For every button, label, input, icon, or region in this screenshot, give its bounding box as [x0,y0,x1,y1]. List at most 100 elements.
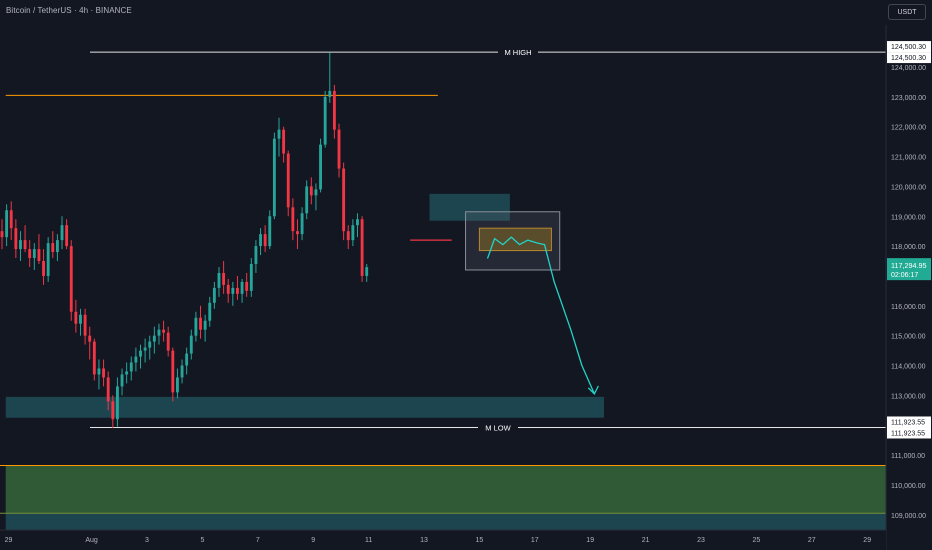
candle-body [282,129,286,154]
candle-body [342,168,346,232]
candle-body [305,186,309,214]
candle-body [236,287,239,294]
y-tick-label: 120,000.00 [891,184,926,191]
candle-body [222,272,226,285]
m-high-price-tag [887,41,931,53]
y-tick-label: 110,000.00 [891,483,926,490]
candle-body [65,225,69,247]
y-tick-label: 123,000.00 [891,95,926,102]
current-price-tag [887,258,931,281]
y-tick-label: 124,000.00 [891,65,926,72]
m-high-price-label: 124,500.30 [891,44,926,51]
candle-body [106,377,110,402]
candle-body [332,90,336,130]
candle-body [185,353,189,366]
m-high-label: M HIGH [504,48,531,57]
candle-body [69,246,73,312]
candle-body [277,129,281,139]
candle-body [152,335,156,342]
x-tick-label: 29 [5,537,13,544]
x-tick-label: 13 [420,537,428,544]
candle-body [268,216,272,247]
y-tick-label: 122,000.00 [891,125,926,132]
candle-body [14,228,18,250]
candle-body [203,320,207,330]
x-tick-label: 11 [365,537,372,544]
candle-body [259,234,262,247]
candle-body [323,96,327,145]
x-tick-label: 21 [642,537,650,544]
candle-body [263,234,267,247]
candle-body [120,374,124,387]
candle-body [254,246,258,265]
candle-body [97,368,101,375]
projection-arrowhead [587,385,599,395]
candle-body [9,210,13,229]
symbol-title: Bitcoin / TetherUS · 4h · BINANCE [6,6,132,15]
candle-body [286,153,290,208]
candle-body [249,264,253,291]
candle-body [176,377,179,393]
candle-body [166,332,170,351]
candle-body [346,231,350,241]
candle-body [365,267,369,276]
candle-body [139,350,142,357]
x-tick-label: 5 [200,537,204,544]
candle-body [360,219,364,276]
m-high-label-bg [498,46,538,58]
m-low-price-label: 111,923.55 [891,430,925,437]
zone-orange-2 [478,227,552,252]
zone-green-4 [5,465,887,514]
y-tick-label: 118,000.00 [891,244,926,251]
candle-body [162,329,166,333]
y-tick-label: 109,000.00 [891,513,926,520]
candle-body [319,144,322,190]
time-axis[interactable] [0,530,886,550]
candle-body [125,371,129,375]
x-tick-label: 23 [697,537,705,544]
candle-body [240,281,244,294]
candle-body [32,249,36,259]
y-tick-label: 116,000.00 [891,304,926,311]
candle-body [19,240,22,250]
m-high-price-label: 124,500.30 [891,55,926,62]
candle-body [28,249,32,259]
candle-body [199,317,202,330]
m-low-price-tag [887,416,931,428]
x-tick-label: 29 [863,537,871,544]
candle-body [217,272,221,288]
candle-body [194,317,198,336]
y-tick-label: 114,000.00 [891,364,926,371]
candle-body [46,243,50,276]
candle-body [309,186,313,196]
candle-body [51,243,55,253]
candle-body [231,287,235,294]
candle-body [171,350,175,393]
y-tick-label: 115,000.00 [891,334,926,341]
y-tick-label: 111,000.00 [891,453,925,460]
currency-button[interactable]: USDT [888,4,926,20]
m-low-label-bg [478,421,518,433]
candle-body [296,231,299,235]
m-high-price-tag [887,52,931,64]
current-price-label: 117,294.95 [891,261,926,270]
candle-body [208,302,212,321]
m-low-label: M LOW [485,423,511,432]
candle-body [291,207,295,232]
candle-body [272,138,276,217]
candle-body [79,314,82,324]
y-tick-label: 113,000.00 [891,393,926,400]
candle-body [189,335,193,354]
candle-body [212,287,216,303]
x-tick-label: 7 [256,537,260,544]
candle-body [314,189,318,196]
m-low-price-label: 111,923.55 [891,419,925,426]
candle-body [83,314,87,336]
candle-body [60,225,64,241]
candle-body [5,210,9,238]
x-tick-label: 17 [531,537,539,544]
m-low-price-tag [887,427,931,439]
candle-body [226,284,230,294]
